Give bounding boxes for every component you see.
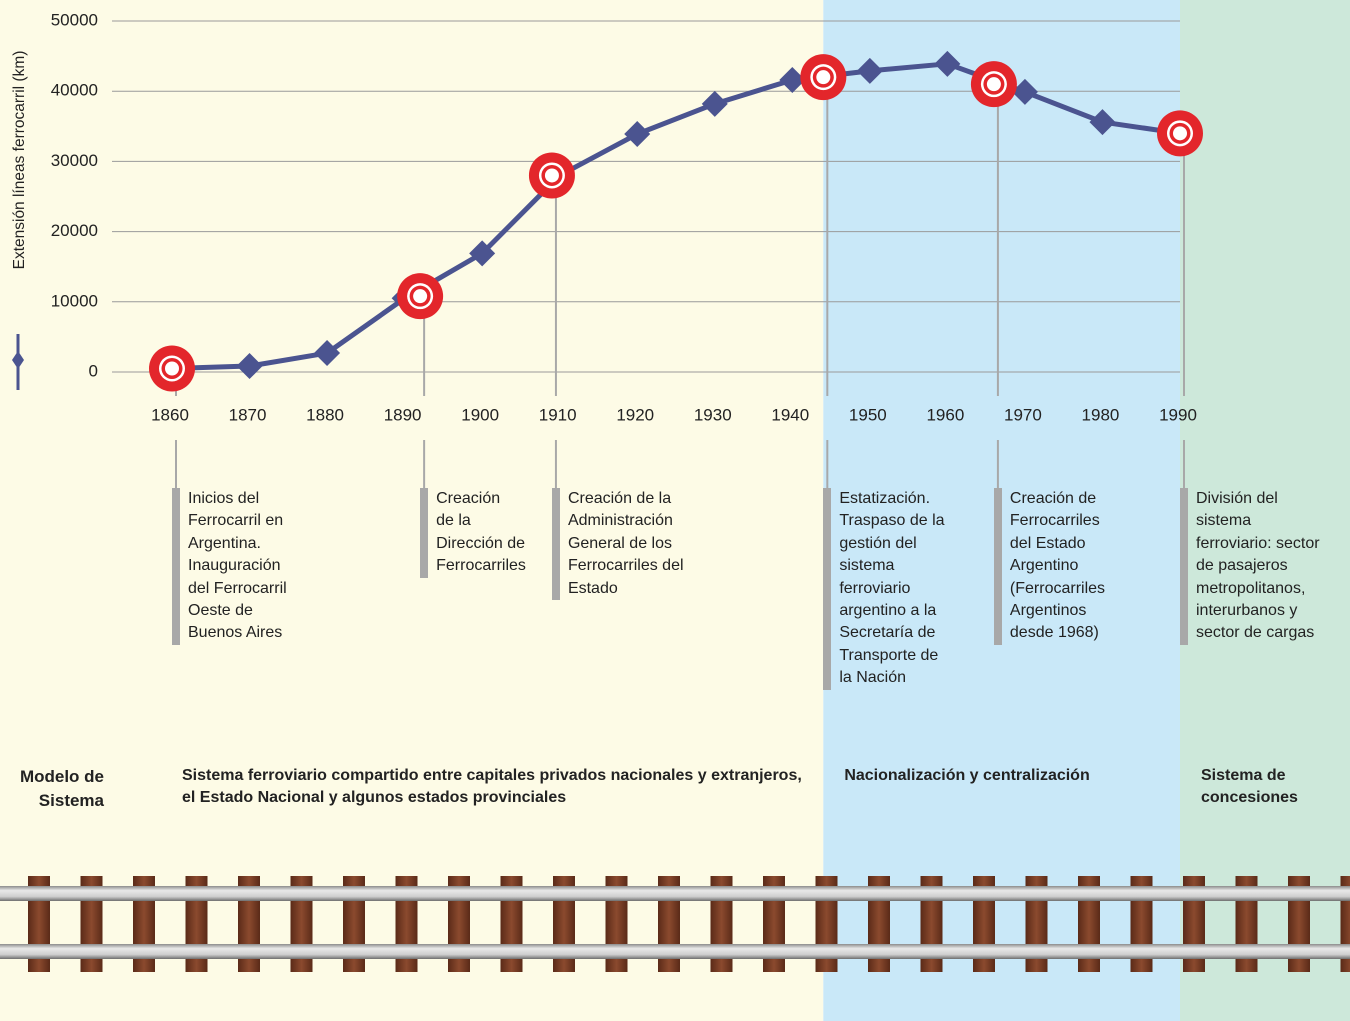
data-point <box>934 50 961 77</box>
y-tick-label: 20000 <box>51 221 98 240</box>
event-marker-ring <box>986 77 1001 92</box>
y-tick-label: 50000 <box>51 10 98 29</box>
event-marker-ring <box>413 289 428 304</box>
event-text: Estatización. Traspaso de la gestión del… <box>823 488 945 690</box>
event-marker <box>970 61 1017 108</box>
event-marker <box>149 345 195 392</box>
x-tick-label: 1970 <box>1004 405 1042 424</box>
period-label: Nacionalización y centralización <box>844 767 1090 784</box>
data-point <box>469 240 496 267</box>
event-marker <box>528 152 575 199</box>
railway-track <box>0 876 1350 972</box>
y-tick-label: 30000 <box>51 151 98 170</box>
y-tick-label: 0 <box>89 361 98 380</box>
x-tick-label: 1940 <box>771 405 809 424</box>
legend-swatch <box>12 351 24 369</box>
y-tick-label: 10000 <box>51 291 98 310</box>
x-tick-label: 1920 <box>616 405 654 424</box>
data-point <box>1089 109 1116 136</box>
x-tick-label: 1990 <box>1159 405 1197 424</box>
event-marker-ring <box>1173 126 1187 141</box>
x-tick-label: 1980 <box>1082 405 1120 424</box>
period-label: Sistema de concesiones <box>1201 767 1298 806</box>
x-tick-label: 1950 <box>849 405 887 424</box>
rail <box>0 944 1350 959</box>
rail <box>0 886 1350 901</box>
x-tick-label: 1880 <box>306 405 344 424</box>
data-point <box>314 340 341 367</box>
period-label: Sistema ferroviario compartido entre cap… <box>182 767 802 806</box>
event-text: Creación de la Dirección de Ferrocarrile… <box>420 488 526 578</box>
event-marker-ring <box>816 70 831 85</box>
event-text: Inicios del Ferrocarril en Argentina. In… <box>172 488 287 645</box>
event-marker <box>800 54 847 101</box>
y-axis-label: Extensión líneas ferrocarril (km) <box>11 51 28 270</box>
data-point <box>1011 78 1038 105</box>
event-text: Creación de Ferrocarriles del Estado Arg… <box>993 488 1105 645</box>
event-marker <box>397 273 444 320</box>
x-tick-label: 1900 <box>461 405 499 424</box>
event-marker-ring <box>165 361 179 376</box>
x-tick-label: 1860 <box>151 405 189 424</box>
event-text: División del sistema ferroviario: sector… <box>1180 488 1320 645</box>
data-point <box>624 121 651 148</box>
period-zone <box>0 0 824 1021</box>
data-point <box>701 90 728 117</box>
period-zone <box>1180 0 1350 1021</box>
data-point <box>236 353 263 380</box>
x-tick-label: 1960 <box>926 405 964 424</box>
data-point <box>856 57 883 84</box>
event-text: Creación de la Administración General de… <box>551 488 684 601</box>
y-tick-label: 40000 <box>51 81 98 100</box>
x-tick-label: 1890 <box>384 405 422 424</box>
data-point <box>779 66 806 93</box>
x-tick-label: 1870 <box>229 405 267 424</box>
event-marker <box>1157 110 1203 157</box>
event-marker-ring <box>544 168 559 183</box>
x-tick-label: 1910 <box>539 405 577 424</box>
row-label: Modelo de Sistema <box>19 767 104 810</box>
x-tick-label: 1930 <box>694 405 732 424</box>
